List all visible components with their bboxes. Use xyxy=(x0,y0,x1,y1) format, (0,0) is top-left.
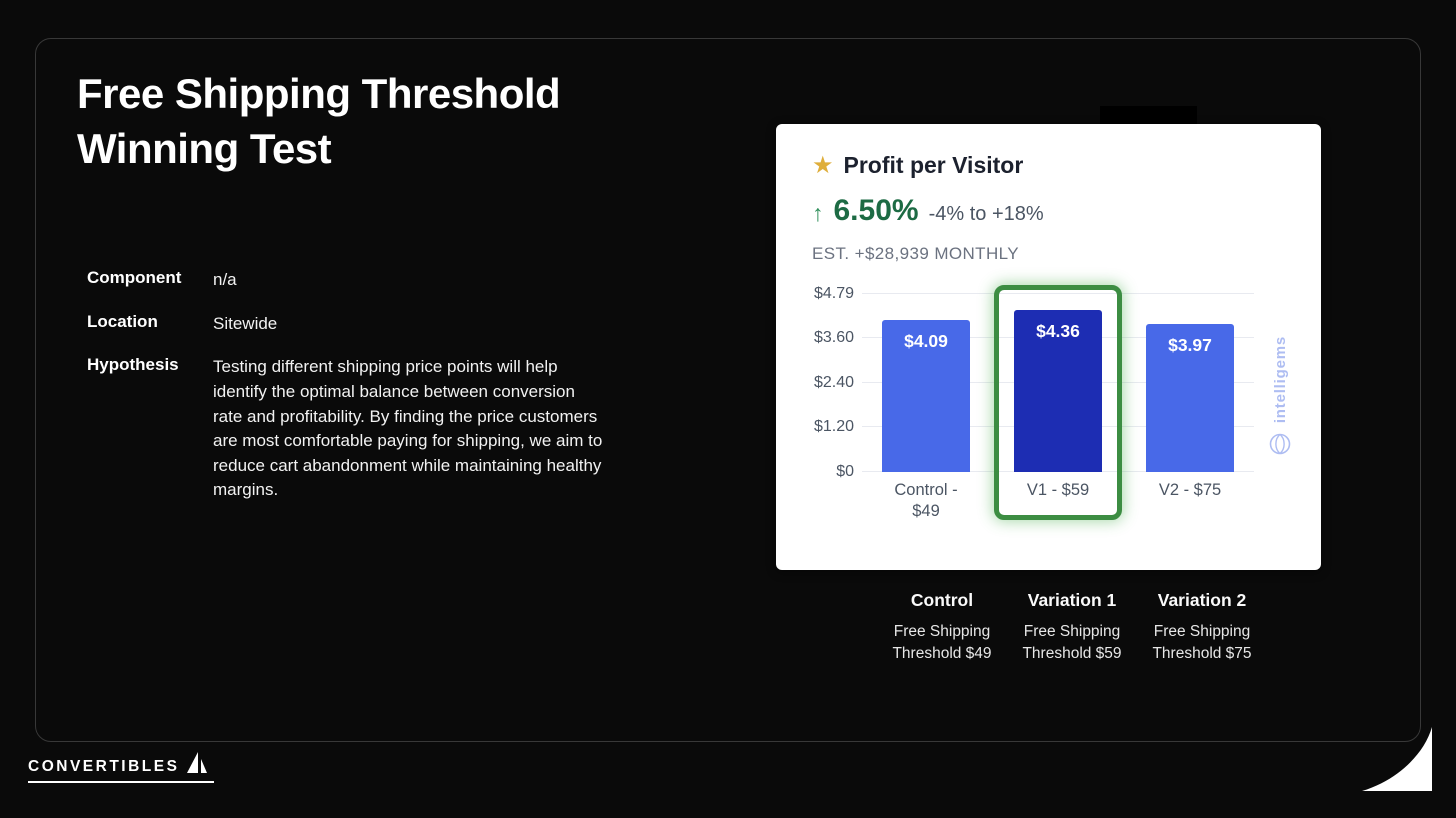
detail-label: Location xyxy=(87,311,158,331)
watermark-text: intelligems xyxy=(1271,336,1289,424)
detail-value: n/a xyxy=(213,270,237,289)
bar-value-label: $4.09 xyxy=(904,331,948,352)
metric-card-header: ★ Profit per Visitor xyxy=(812,152,1023,179)
bar-columns: $4.09 $4.36 $3.97 xyxy=(862,285,1254,520)
convertibles-logo: CONVERTIBLES xyxy=(28,750,214,783)
bar-value-label: $4.36 xyxy=(1036,320,1080,341)
variant-name: Variation 2 xyxy=(1157,590,1247,610)
detail-label: Component xyxy=(87,268,182,287)
x-axis-label: V1 - $59 xyxy=(996,480,1120,521)
bar-column: $4.09 xyxy=(864,294,988,472)
variant-description: Free Shipping Threshold $75 xyxy=(1137,621,1267,664)
x-axis-label: Control - $49 xyxy=(864,480,988,521)
y-axis-tick-label: $4.79 xyxy=(813,285,854,302)
test-details: Component n/a Location Sitewide Hypothes… xyxy=(87,268,603,522)
y-axis-tick-label: $2.40 xyxy=(813,373,854,391)
x-axis-label-text: V1 - $59 xyxy=(1026,481,1090,499)
variant-desc-line1: Free Shipping xyxy=(1153,623,1251,640)
bar-column: $4.36 xyxy=(994,285,1122,520)
intelligems-logo-icon xyxy=(1269,433,1291,455)
bar: $4.09 xyxy=(882,320,970,472)
star-icon: ★ xyxy=(812,151,834,179)
variant-description: Free Shipping Threshold $49 xyxy=(877,621,1007,664)
variant-desc-line2: Threshold $49 xyxy=(892,644,992,662)
plot-area: $4.09 $4.36 $3.97 Control - $49 V1 - $59 V2 … xyxy=(862,285,1254,521)
lift-range: -4% to +18% xyxy=(928,203,1044,225)
slide-title-line2: Winning Test xyxy=(77,125,332,173)
detail-value: Testing different shipping price points … xyxy=(213,357,603,500)
brand-name: CONVERTIBLES xyxy=(28,758,180,775)
detail-value: Sitewide xyxy=(213,313,278,333)
trend-up-icon: ↑ xyxy=(812,200,824,226)
detail-label: Hypothesis xyxy=(87,355,179,375)
metric-title: Profit per Visitor xyxy=(843,152,1024,178)
variant-1: Variation 1 Free Shipping Threshold $59 xyxy=(1007,590,1137,664)
lift-stat-row: ↑ 6.50% -4% to +18% xyxy=(812,194,1044,228)
variant-name: Control xyxy=(910,590,974,610)
slide-title-line1: Free Shipping Threshold xyxy=(77,70,561,117)
variant-desc-line1: Free Shipping xyxy=(893,623,991,640)
intelligems-watermark: intelligems xyxy=(1269,336,1291,455)
gridline xyxy=(862,293,1254,294)
slide-border xyxy=(35,38,1421,742)
detail-row-hypothesis: Hypothesis Testing different shipping pr… xyxy=(87,355,603,503)
bar-value-label: $3.97 xyxy=(1168,335,1212,356)
y-axis-tick-label: $3.60 xyxy=(813,329,854,347)
bar-chart: $4.79 $3.60 $2.40 $1.20 $0 $4.09 $4.36 $3.97 C… xyxy=(812,285,1254,521)
y-axis-tick-label: $1.20 xyxy=(813,418,854,436)
variant-description: Free Shipping Threshold $59 xyxy=(1007,621,1137,664)
blackout-box xyxy=(1100,106,1197,125)
bar-column: $3.97 xyxy=(1128,294,1252,472)
detail-row-location: Location Sitewide xyxy=(87,312,603,337)
x-labels: Control - $49 V1 - $59 V2 - $75 xyxy=(862,480,1254,521)
x-axis-label: V2 - $75 xyxy=(1128,480,1252,521)
monthly-estimate: EST. +$28,939 MONTHLY xyxy=(812,244,1019,263)
variant-desc-line1: Free Shipping xyxy=(1023,623,1121,640)
chart-row: $4.79 $3.60 $2.40 $1.20 $0 $4.09 $4.36 $3.97 C… xyxy=(812,285,1254,521)
variant-desc-line2: Threshold $75 xyxy=(1152,644,1252,662)
variant-legend: Control Free Shipping Threshold $49 Vari… xyxy=(877,590,1267,664)
page-curl xyxy=(1362,727,1432,791)
lift-value: 6.50% xyxy=(833,194,919,227)
bar: $4.36 xyxy=(1014,309,1102,472)
variant-control: Control Free Shipping Threshold $49 xyxy=(877,590,1007,664)
variant-desc-line2: Threshold $59 xyxy=(1022,644,1122,662)
x-axis-label-text: V2 - $75 xyxy=(1158,481,1222,499)
metric-card: ★ Profit per Visitor ↑ 6.50% -4% to +18%… xyxy=(776,124,1321,570)
y-axis-tick-label: $0 xyxy=(836,463,854,480)
x-axis-label-text: Control - $49 xyxy=(894,481,958,520)
y-axis: $4.79 $3.60 $2.40 $1.20 $0 xyxy=(812,285,862,480)
detail-row-component: Component n/a xyxy=(87,268,603,293)
variant-2: Variation 2 Free Shipping Threshold $75 xyxy=(1137,590,1267,664)
variant-name: Variation 1 xyxy=(1027,590,1117,610)
sail-icon xyxy=(187,752,208,773)
bar: $3.97 xyxy=(1146,324,1234,472)
slide-title: Free Shipping Threshold Winning Test xyxy=(77,66,561,177)
